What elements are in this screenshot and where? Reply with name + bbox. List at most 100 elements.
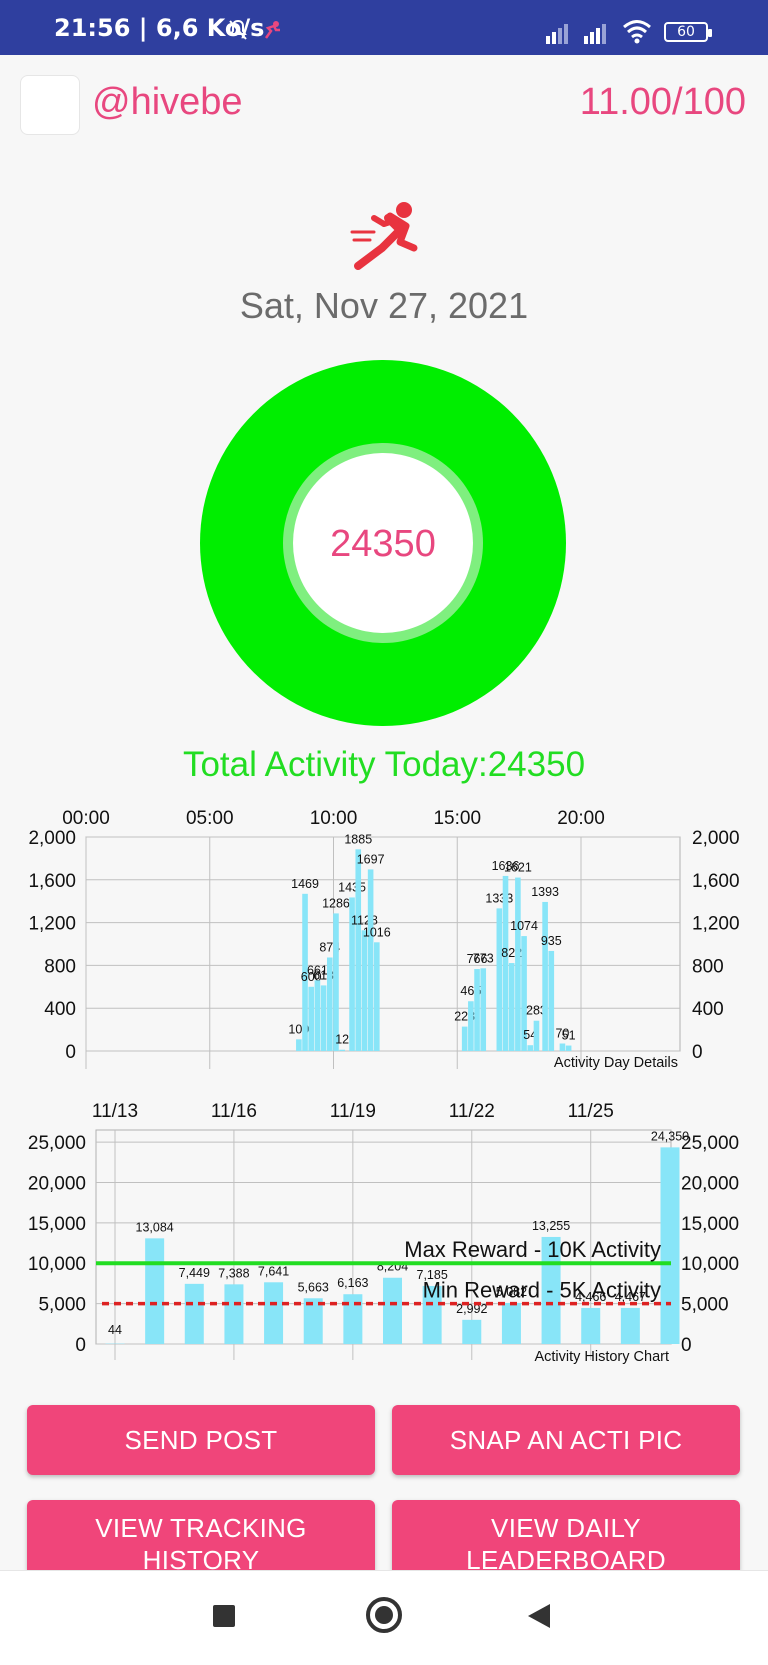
data-label: 1016 (363, 925, 391, 939)
data-bar (621, 1308, 640, 1344)
data-bar (566, 1046, 572, 1051)
y-tick-label-left: 5,000 (38, 1295, 86, 1316)
data-bar (661, 1147, 680, 1344)
y-tick-label-left: 800 (44, 956, 76, 977)
y-tick-label-left: 0 (75, 1335, 86, 1356)
data-bar (355, 849, 361, 1051)
y-tick-label-right: 5,000 (681, 1295, 729, 1316)
data-label: 1885 (344, 832, 372, 846)
data-label: 2,992 (456, 1302, 487, 1316)
data-label: 24,350 (651, 1129, 689, 1143)
data-bar (542, 902, 548, 1051)
data-bar (534, 1021, 540, 1051)
y-tick-label-left: 1,200 (28, 914, 76, 935)
snap-acti-pic-label: SNAP AN ACTI PIC (392, 1405, 740, 1475)
y-tick-label-right: 400 (692, 999, 724, 1020)
data-label: 6,163 (337, 1276, 368, 1290)
system-nav-bar (0, 1570, 768, 1665)
data-bar (185, 1284, 204, 1344)
data-label: 7,388 (218, 1266, 249, 1280)
data-label: 51 (562, 1029, 576, 1043)
data-label: 13,255 (532, 1219, 570, 1233)
score: 11.00/100 (580, 81, 746, 124)
send-post-label: SEND POST (27, 1405, 375, 1475)
profile-header: @hivebe 11.00/100 (0, 55, 768, 155)
data-bar (315, 980, 321, 1051)
data-label: 1333 (485, 891, 513, 905)
data-label: 1435 (338, 880, 366, 894)
x-tick-label: 11/16 (211, 1101, 257, 1122)
view-leaderboard-label-line2: LEADERBOARD (392, 1544, 740, 1570)
x-tick-label: 11/22 (449, 1101, 495, 1122)
y-tick-label-left: 400 (44, 999, 76, 1020)
data-label: 773 (473, 951, 494, 965)
x-tick-label: 11/19 (330, 1101, 376, 1122)
data-label: 935 (541, 934, 562, 948)
data-bar (462, 1027, 468, 1051)
data-bar (480, 968, 486, 1051)
snap-acti-pic-button[interactable]: SNAP AN ACTI PIC (392, 1405, 740, 1475)
y-tick-label-right: 800 (692, 956, 724, 977)
data-bar (362, 930, 368, 1051)
data-label: 1697 (357, 852, 385, 866)
data-bar (502, 1303, 521, 1344)
y-tick-label-right: 25,000 (681, 1133, 739, 1154)
plot-frame (86, 837, 680, 1051)
total-activity-label: Total Activity Today:24350 (0, 745, 768, 785)
x-tick-label: 15:00 (433, 808, 481, 829)
x-tick-label: 05:00 (186, 808, 234, 829)
data-bar (383, 1278, 402, 1344)
view-tracking-history-button[interactable]: VIEW TRACKING HISTORY (27, 1500, 375, 1570)
x-tick-label: 20:00 (557, 808, 605, 829)
data-bar (264, 1282, 283, 1344)
y-tick-label-left: 1,600 (28, 871, 76, 892)
data-label: 44 (108, 1323, 122, 1337)
x-tick-label: 11/25 (568, 1101, 614, 1122)
data-label: 1393 (531, 885, 559, 899)
home-circle-icon[interactable] (366, 1597, 402, 1633)
data-label: 1469 (291, 877, 319, 891)
data-bar (343, 1294, 362, 1344)
data-label: 13,084 (136, 1220, 174, 1234)
data-bar (368, 869, 374, 1051)
recents-square-icon[interactable] (213, 1605, 235, 1627)
y-tick-label-right: 10,000 (681, 1254, 739, 1275)
send-post-button[interactable]: SEND POST (27, 1405, 375, 1475)
signal-icon (582, 20, 612, 44)
status-bar: 21:56 | 6,6 Ko/s 60 (0, 0, 768, 55)
reference-line-label: Min Reward - 5K Activity (423, 1278, 661, 1303)
data-bar (527, 1045, 533, 1051)
y-tick-label-left: 20,000 (28, 1173, 86, 1194)
data-bar (462, 1320, 481, 1344)
x-tick-label: 00:00 (62, 808, 110, 829)
x-tick-label: 11/13 (92, 1101, 138, 1122)
y-tick-label-right: 1,600 (692, 871, 740, 892)
y-tick-label-left: 15,000 (28, 1214, 86, 1235)
y-tick-label-right: 2,000 (692, 828, 740, 849)
y-tick-label-left: 10,000 (28, 1254, 86, 1275)
data-bar (549, 951, 555, 1051)
data-bar (224, 1284, 243, 1344)
data-label: 5,663 (298, 1280, 329, 1294)
data-label: 1621 (504, 861, 532, 875)
data-label: 7,449 (179, 1266, 210, 1280)
data-bar (296, 1039, 302, 1051)
y-tick-label-right: 0 (692, 1042, 703, 1063)
data-bar (474, 969, 480, 1051)
data-bar (515, 878, 521, 1051)
data-bar (560, 1044, 566, 1051)
view-daily-leaderboard-button[interactable]: VIEW DAILY LEADERBOARD (392, 1500, 740, 1570)
avatar[interactable] (20, 75, 80, 135)
runner-icon (344, 196, 424, 276)
data-bar (497, 908, 503, 1051)
mute-icon (226, 18, 250, 42)
data-bar (374, 942, 380, 1051)
data-label: 1074 (510, 919, 538, 933)
data-bar (145, 1238, 164, 1344)
back-triangle-icon[interactable] (526, 1602, 552, 1630)
battery-level: 60 (666, 24, 706, 40)
data-bar (327, 957, 333, 1051)
x-tick-label: 10:00 (310, 808, 358, 829)
y-tick-label-right: 0 (681, 1335, 692, 1356)
